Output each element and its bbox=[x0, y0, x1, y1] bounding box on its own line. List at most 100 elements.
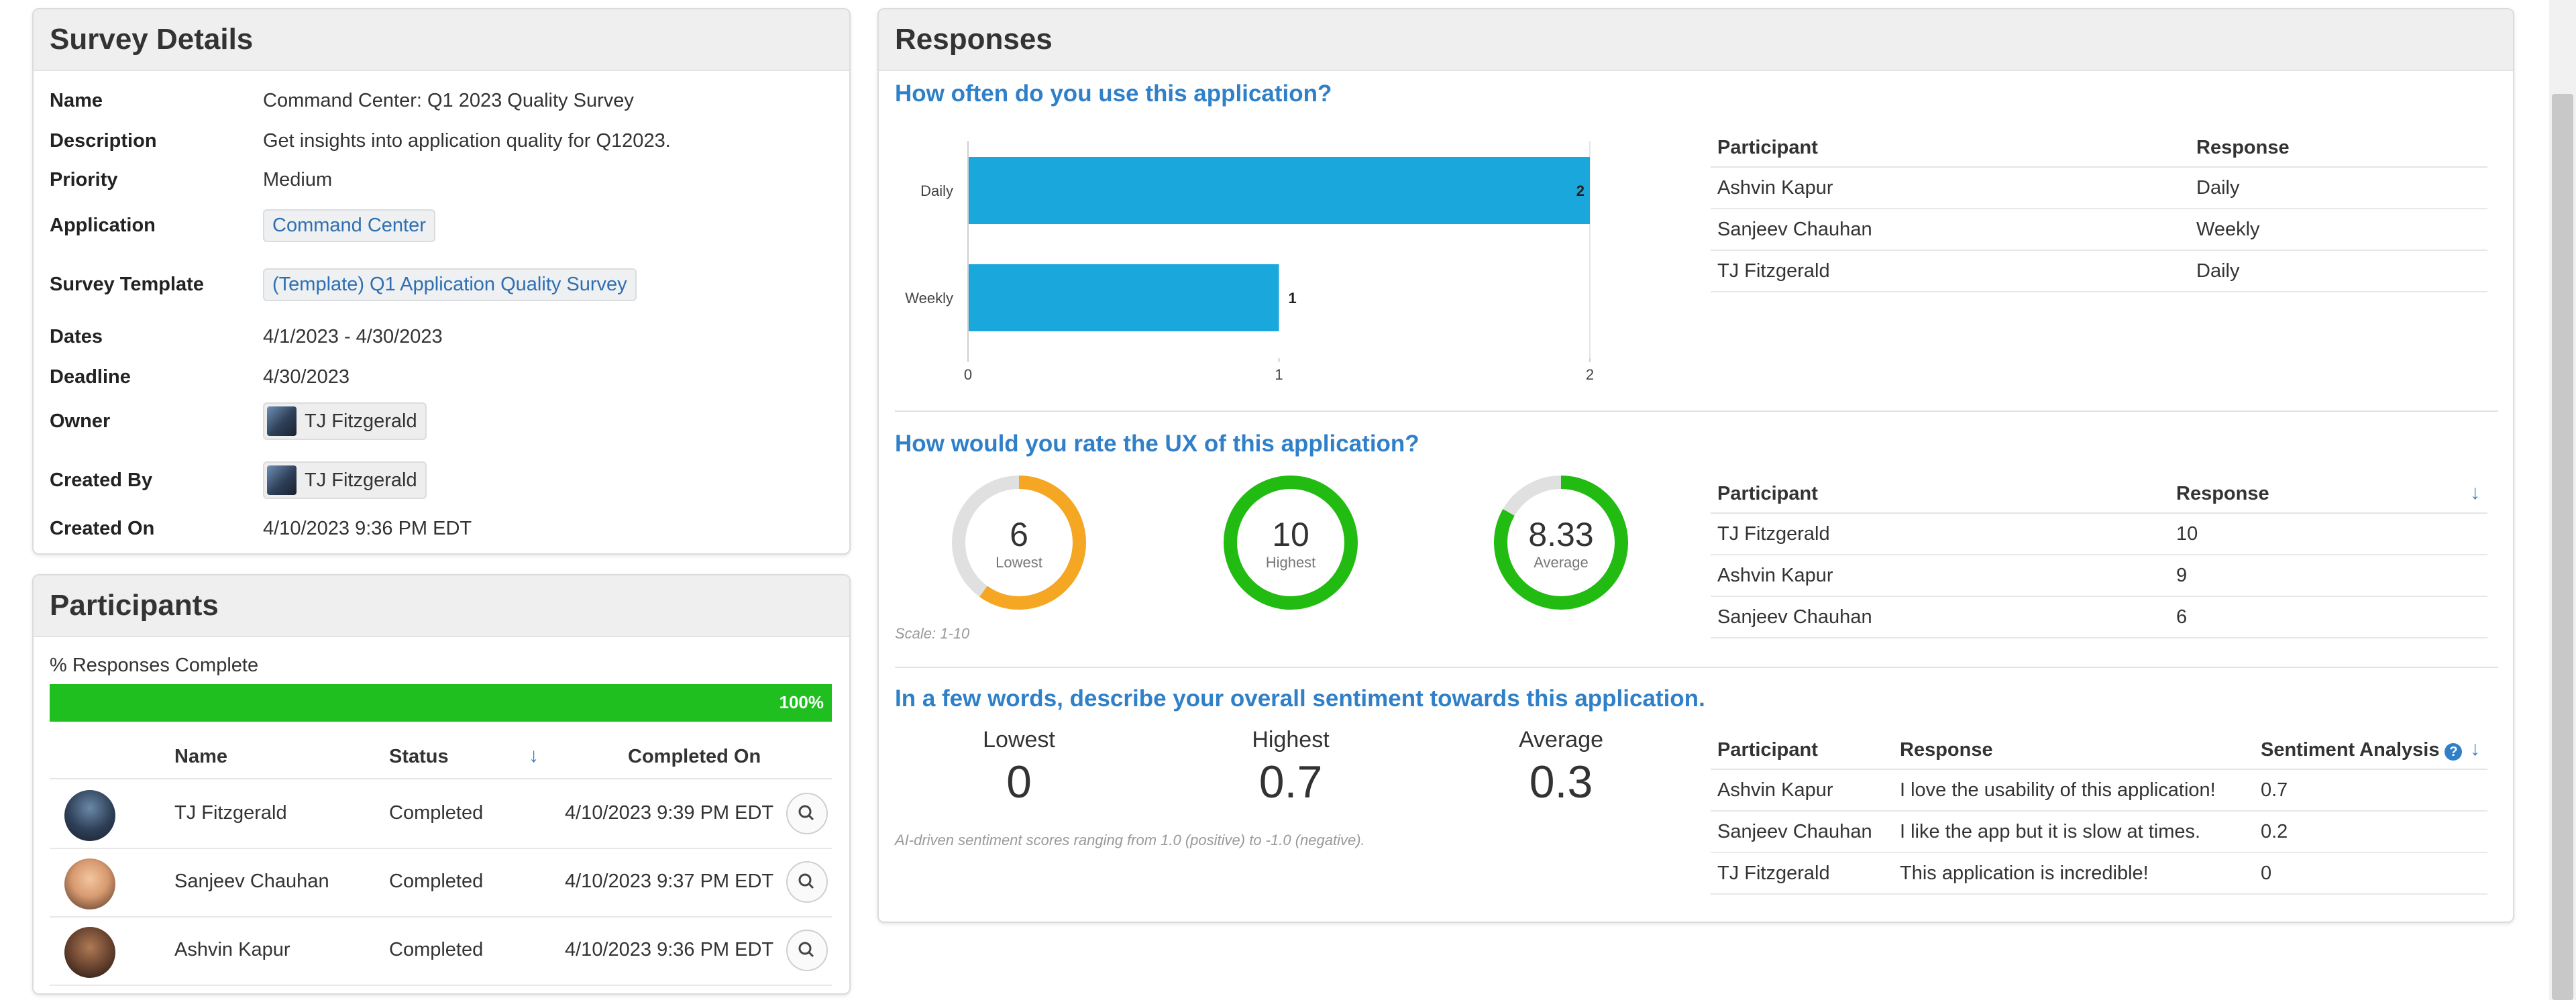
magnifier-icon bbox=[798, 942, 814, 958]
progress-label: % Responses Complete bbox=[50, 655, 259, 676]
sentiment-highest: Highest 0.7 bbox=[1190, 727, 1391, 808]
detail-label: Priority bbox=[50, 169, 118, 190]
survey-details-panel: Survey Details Name Command Center: Q1 2… bbox=[32, 8, 851, 555]
response-cell: I love the usability of this application… bbox=[1900, 779, 2216, 801]
highest-score-text: 10 Highest bbox=[1224, 515, 1358, 571]
lowest-score-text: 6 Lowest bbox=[952, 515, 1086, 571]
category-label: Weekly bbox=[905, 290, 953, 307]
responses-title: Responses bbox=[879, 9, 2513, 71]
help-icon[interactable]: ? bbox=[2445, 743, 2463, 761]
participant-cell: Ashvin Kapur bbox=[1717, 565, 1833, 586]
detail-row-created-on: Created On 4/10/2023 9:36 PM EDT bbox=[50, 518, 472, 540]
average-score-text: 8.33 Average bbox=[1494, 515, 1628, 571]
view-response-button[interactable] bbox=[786, 861, 828, 903]
sort-down-icon[interactable]: ↓ bbox=[2470, 738, 2480, 760]
table-header: Participant Response ↓ bbox=[1711, 474, 2487, 514]
column-header-participant: Participant bbox=[1717, 739, 1818, 761]
detail-label: Name bbox=[50, 90, 103, 111]
participant-row[interactable]: TJ Fitzgerald Completed 4/10/2023 9:39 P… bbox=[50, 779, 832, 849]
question-2-title: How would you rate the UX of this applic… bbox=[895, 431, 1419, 457]
table-row: TJ Fitzgerald 10 bbox=[1711, 514, 2487, 555]
avatar bbox=[64, 858, 115, 909]
detail-row-priority: Priority Medium bbox=[50, 169, 332, 191]
table-header: Participant Response Sentiment Analysis?… bbox=[1711, 730, 2487, 770]
magnifier-icon bbox=[798, 805, 814, 821]
participants-panel: Participants % Responses Complete 100% N… bbox=[32, 574, 851, 995]
column-header-participant: Participant bbox=[1717, 483, 1818, 504]
participant-row[interactable]: Sanjeev Chauhan Completed 4/10/2023 9:37… bbox=[50, 848, 832, 918]
sentiment-cell: 0.2 bbox=[2261, 821, 2288, 842]
survey-template-link[interactable]: (Template) Q1 Application Quality Survey bbox=[263, 268, 637, 301]
sentiment-lowest-label: Lowest bbox=[983, 727, 1055, 753]
participant-name: Sanjeev Chauhan bbox=[174, 871, 329, 892]
detail-row-owner: Owner TJ Fitzgerald bbox=[50, 402, 427, 440]
created-by-chip[interactable]: TJ Fitzgerald bbox=[263, 461, 427, 499]
sentiment-highest-value: 0.7 bbox=[1258, 757, 1323, 808]
participant-name: Ashvin Kapur bbox=[174, 939, 290, 960]
section-divider bbox=[895, 667, 2498, 668]
x-tick-label: 2 bbox=[1586, 366, 1594, 383]
view-response-button[interactable] bbox=[786, 793, 828, 834]
table-row: TJ Fitzgerald This application is incred… bbox=[1711, 853, 2487, 895]
detail-value: 4/10/2023 9:36 PM EDT bbox=[263, 518, 472, 539]
column-header-status[interactable]: Status bbox=[389, 746, 449, 767]
detail-row-deadline: Deadline 4/30/2023 bbox=[50, 366, 350, 388]
sentiment-lowest: Lowest 0 bbox=[918, 727, 1120, 808]
scrollbar-thumb[interactable] bbox=[2552, 94, 2573, 1000]
response-cell: Daily bbox=[2196, 260, 2240, 282]
bar bbox=[969, 157, 1590, 224]
data-label: 1 bbox=[1289, 290, 1297, 307]
highest-score-gauge bbox=[1224, 476, 1358, 610]
participant-completed-on: 4/10/2023 9:39 PM EDT bbox=[565, 802, 774, 824]
detail-row-survey-template: Survey Template (Template) Q1 Applicatio… bbox=[50, 268, 637, 301]
column-header-response[interactable]: Response bbox=[2176, 483, 2269, 504]
participants-table-header: Name Status ↓ Completed On bbox=[50, 739, 832, 779]
detail-label: Created On bbox=[50, 518, 155, 539]
column-header-name[interactable]: Name bbox=[174, 746, 227, 767]
owner-name: TJ Fitzgerald bbox=[305, 410, 417, 432]
column-header-sentiment[interactable]: Sentiment Analysis? bbox=[2261, 739, 2463, 761]
detail-value: Get insights into application quality fo… bbox=[263, 130, 671, 152]
application-link[interactable]: Command Center bbox=[263, 209, 435, 242]
x-tick-label: 1 bbox=[1275, 366, 1283, 383]
sentiment-average-value: 0.3 bbox=[1529, 757, 1593, 808]
detail-label: Deadline bbox=[50, 366, 131, 388]
participant-status: Completed bbox=[389, 871, 484, 892]
detail-value: Command Center: Q1 2023 Quality Survey bbox=[263, 90, 634, 111]
owner-chip[interactable]: TJ Fitzgerald bbox=[263, 402, 427, 440]
scale-note: Scale: 1-10 bbox=[895, 625, 970, 642]
sentiment-header-label: Sentiment Analysis bbox=[2261, 739, 2440, 761]
response-cell: 10 bbox=[2176, 523, 2198, 545]
responses-panel: Responses How often do you use this appl… bbox=[877, 8, 2514, 923]
question-2-table: Participant Response ↓ TJ Fitzgerald 10 … bbox=[1711, 474, 2487, 638]
participant-cell: Ashvin Kapur bbox=[1717, 779, 1833, 801]
response-cell: I like the app but it is slow at times. bbox=[1900, 821, 2201, 842]
highest-score-value: 10 bbox=[1272, 516, 1309, 553]
question-3-title: In a few words, describe your overall se… bbox=[895, 685, 1705, 712]
detail-label: Dates bbox=[50, 326, 103, 347]
participant-cell: TJ Fitzgerald bbox=[1717, 863, 1830, 884]
avatar bbox=[267, 406, 297, 436]
sort-down-icon[interactable]: ↓ bbox=[2470, 482, 2480, 504]
column-header-completed-on[interactable]: Completed On bbox=[628, 746, 761, 767]
sort-down-icon[interactable]: ↓ bbox=[529, 744, 539, 767]
table-header: Participant Response bbox=[1711, 127, 2487, 168]
lowest-score-label: Lowest bbox=[996, 554, 1042, 571]
sentiment-highest-label: Highest bbox=[1252, 727, 1330, 753]
avatar bbox=[64, 790, 115, 841]
avatar bbox=[267, 465, 297, 495]
participant-cell: Sanjeev Chauhan bbox=[1717, 821, 1872, 842]
detail-row-application: Application Command Center bbox=[50, 209, 435, 242]
participant-cell: Sanjeev Chauhan bbox=[1717, 219, 1872, 240]
average-score-arc bbox=[1494, 476, 1628, 610]
view-response-button[interactable] bbox=[786, 930, 828, 971]
average-score-label: Average bbox=[1534, 554, 1589, 571]
sentiment-note: AI-driven sentiment scores ranging from … bbox=[895, 832, 1365, 848]
participant-row[interactable]: Ashvin Kapur Completed 4/10/2023 9:36 PM… bbox=[50, 916, 832, 986]
participant-cell: Ashvin Kapur bbox=[1717, 177, 1833, 199]
sentiment-average: Average 0.3 bbox=[1460, 727, 1662, 808]
participant-cell: TJ Fitzgerald bbox=[1717, 260, 1830, 282]
column-header-response: Response bbox=[1900, 739, 1993, 761]
detail-row-description: Description Get insights into applicatio… bbox=[50, 130, 671, 152]
lowest-score-value: 6 bbox=[1010, 516, 1028, 553]
